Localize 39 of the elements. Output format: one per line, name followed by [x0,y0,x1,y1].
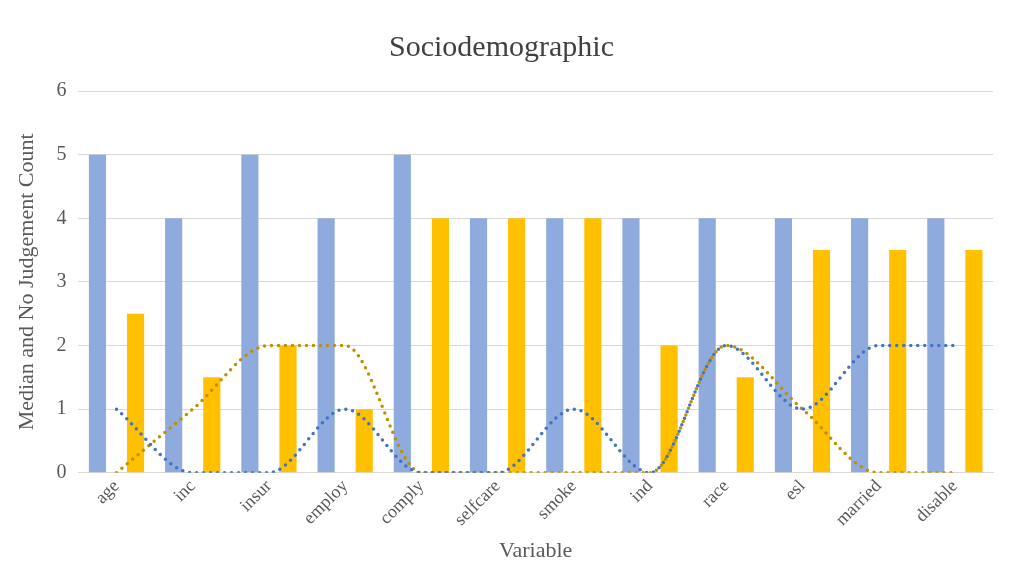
chart-title: Sociodemographic [389,28,614,62]
bar [203,377,221,473]
bar [508,218,526,473]
bar [736,377,754,473]
x-tick-label: inc [169,475,199,506]
bar [317,218,335,473]
bar [126,313,145,473]
bar [927,218,945,473]
bar [546,218,564,473]
y-axis-title: Median and No Judgement Count [12,133,38,431]
bar [660,345,678,473]
x-tick-label: age [90,475,123,508]
y-tick-label: 6 [56,78,67,101]
bar [622,218,640,473]
bar [698,218,716,473]
y-tick-label: 4 [56,205,67,228]
y-tick-label: 5 [56,141,67,164]
x-tick-label: race [697,475,733,511]
x-tick-label: esl [780,475,809,504]
bar [165,218,183,473]
bar [965,250,983,473]
y-tick-label: 2 [56,332,67,355]
y-tick-label: 0 [56,460,67,482]
y-tick-label: 1 [56,396,67,419]
bar [851,218,869,473]
bar [393,154,411,473]
bar [355,409,373,473]
bar [889,250,907,473]
x-tick-label: ind [625,475,657,506]
bar [279,345,297,473]
bar [812,250,831,473]
bar [88,154,107,473]
bar [469,218,488,473]
bar [774,218,792,473]
x-axis-title: Variable [499,536,573,562]
bar [431,218,449,473]
y-tick-label: 3 [56,269,67,292]
bar [241,154,259,473]
bar [584,218,602,473]
